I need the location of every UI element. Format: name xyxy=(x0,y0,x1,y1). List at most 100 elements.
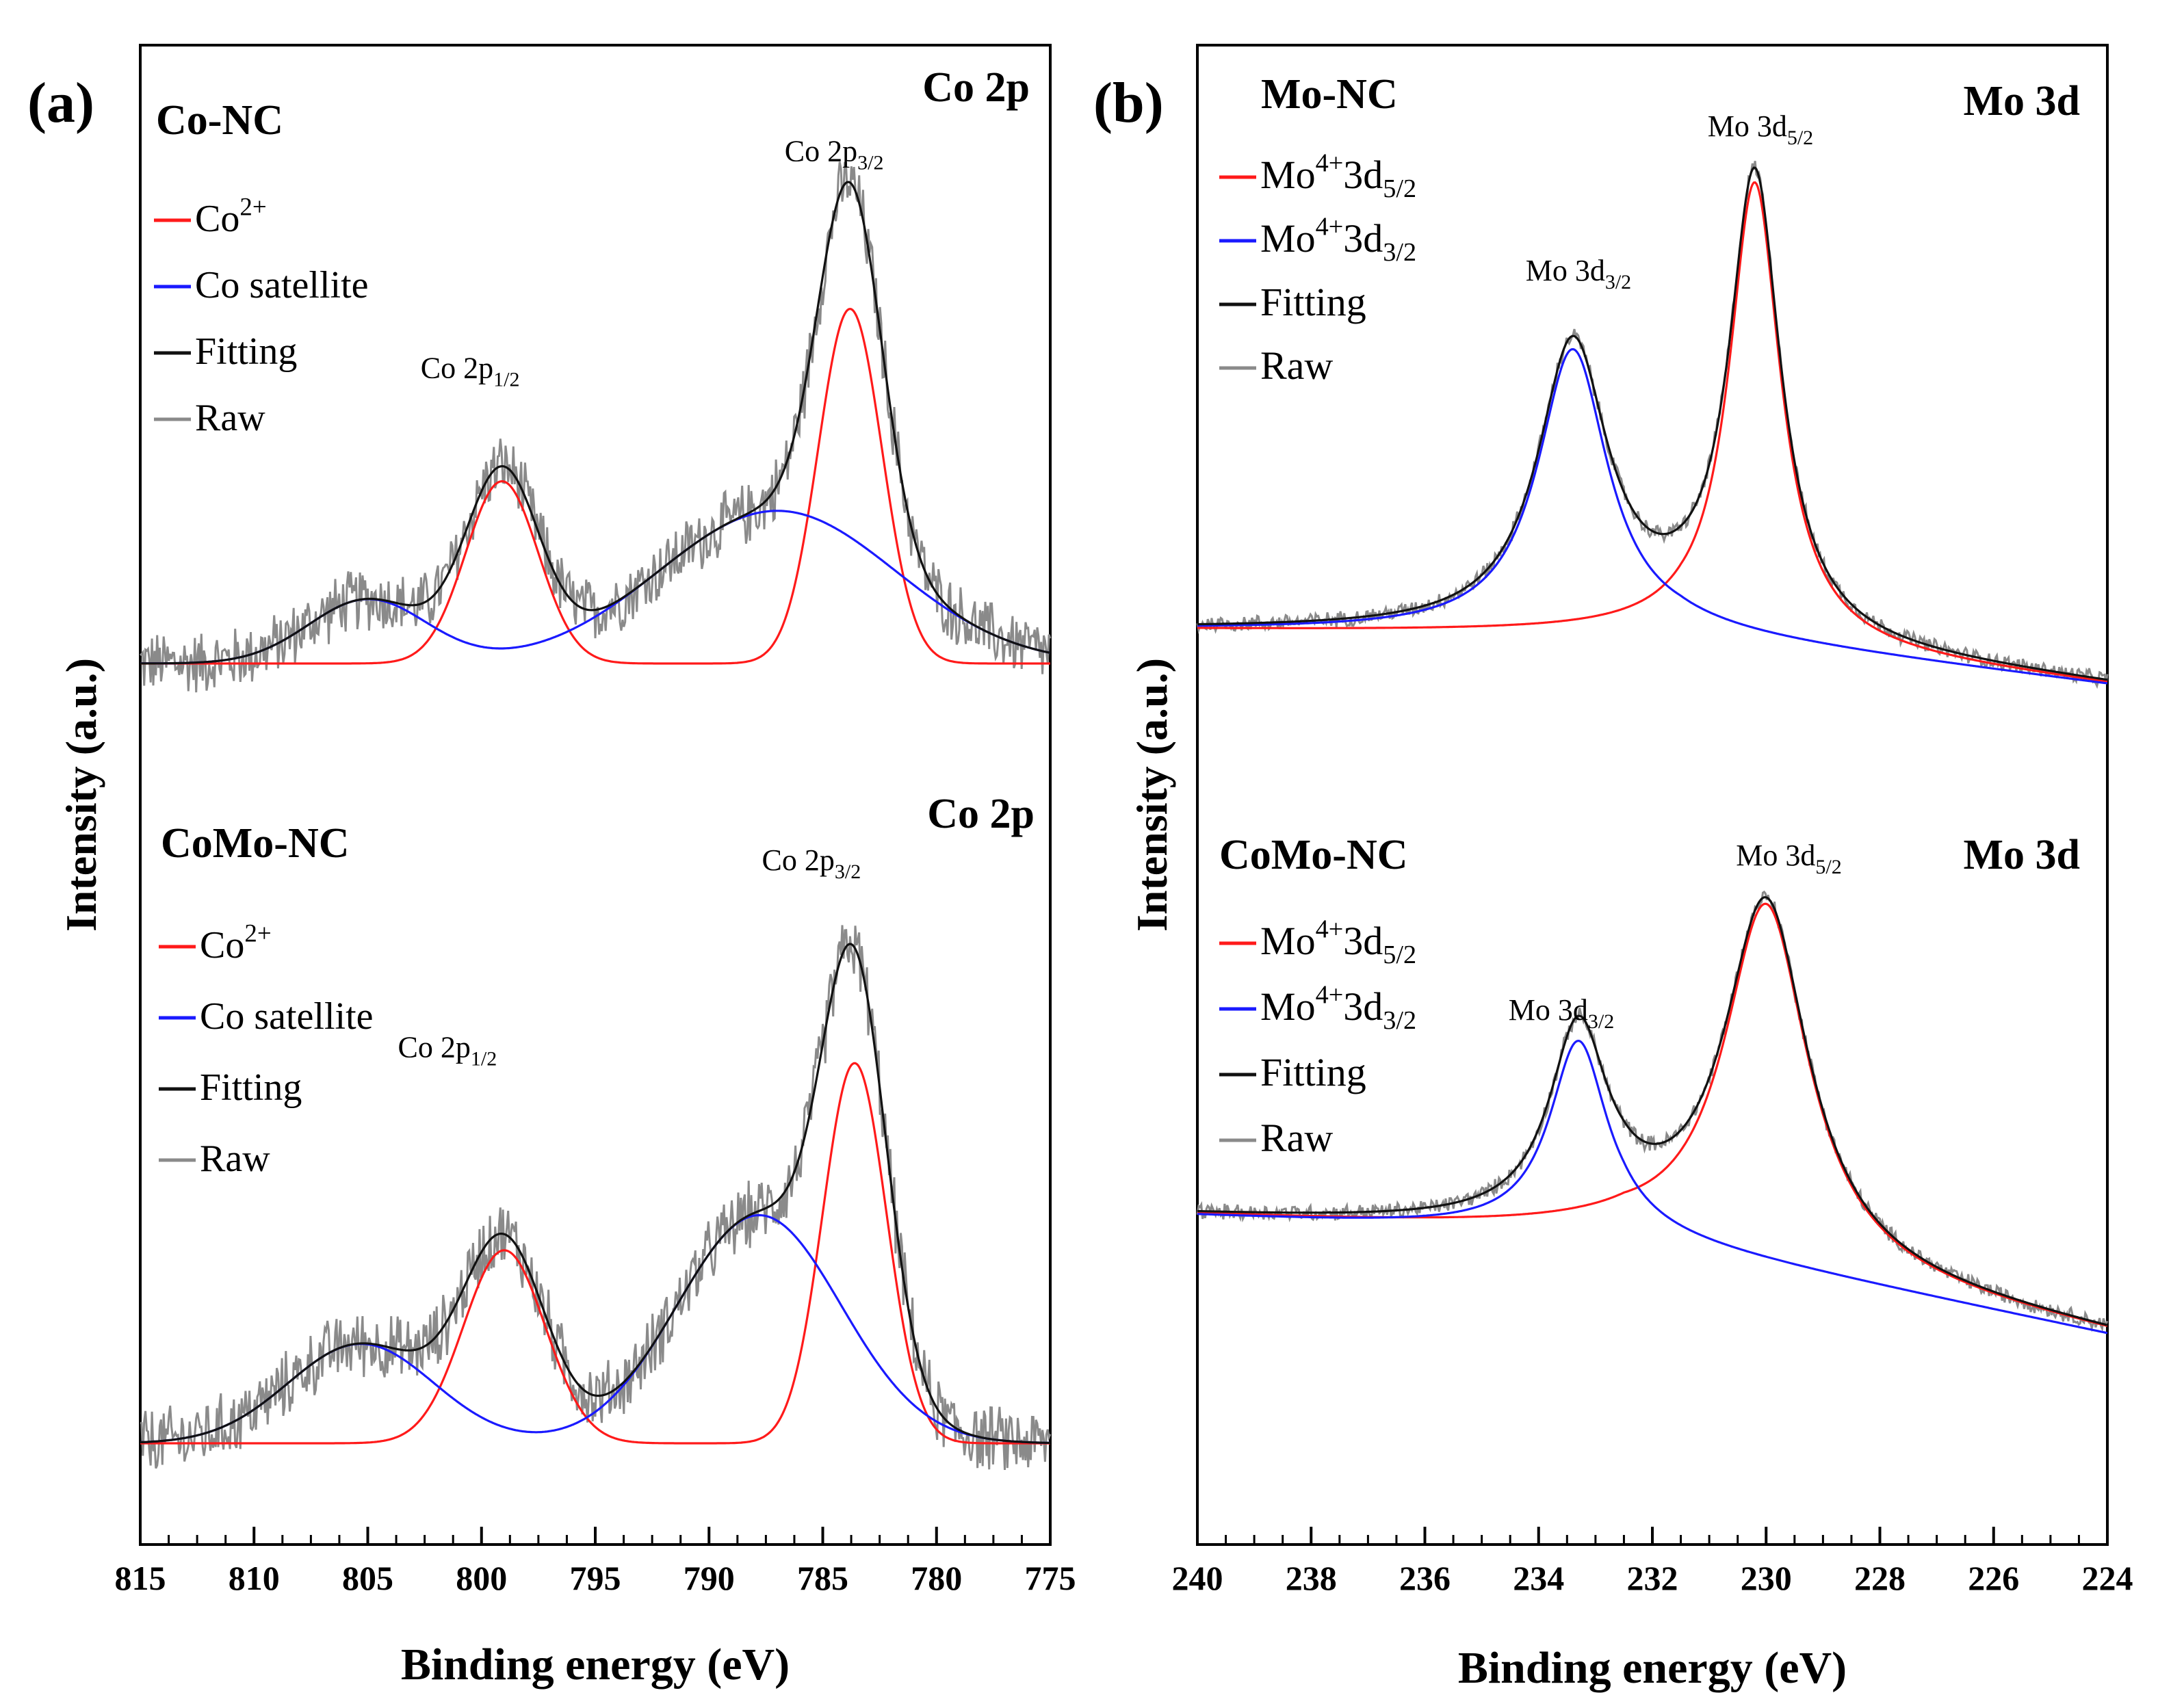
legend-entry: Raw xyxy=(195,397,265,439)
panel-b-x-axis: 240 238 236 234 232 230 228 226 224 xyxy=(1172,1527,2133,1597)
plot-area: Co 2p3/2Co 2p1/2 xyxy=(139,135,1052,693)
series-raw xyxy=(1196,161,2109,689)
region-label: Mo 3d xyxy=(1964,78,2081,124)
subplot-co-nc: Co-NC Co 2p Co2+ Co satellite Fitting Raw C… xyxy=(139,64,1052,693)
series-primary-component xyxy=(1197,902,2108,1327)
x-tick-label: 775 xyxy=(1025,1559,1076,1597)
legend-sub: 5/2 xyxy=(1383,174,1416,203)
legend-text: Raw xyxy=(1260,343,1333,388)
series-fitting xyxy=(1197,166,2108,681)
legend-sup: 2+ xyxy=(239,192,266,220)
series-fitting xyxy=(140,943,1050,1444)
legend-text: Mo xyxy=(1260,216,1316,261)
region-label: Co 2p xyxy=(922,64,1030,111)
series-fitting xyxy=(1197,896,2108,1326)
series-primary-component xyxy=(1197,181,2108,683)
legend-sup: 4+ xyxy=(1316,149,1344,178)
x-tick-label: 228 xyxy=(1854,1559,1906,1597)
legend-tail: 3d xyxy=(1343,153,1383,197)
peak-label-sub: 3/2 xyxy=(1588,1010,1614,1033)
panel-label-a: (a) xyxy=(27,71,94,135)
panel-a-x-axis: 815 810 805 800 795 790 785 780 775 xyxy=(115,1527,1076,1597)
sample-label: Co-NC xyxy=(156,97,283,144)
legend-tail: 3d xyxy=(1343,919,1383,963)
peak-label: Mo 3d5/2 xyxy=(1736,839,1841,878)
panel-a: (a) Intensity (a.u.) Binding energy (eV)… xyxy=(27,44,1076,1690)
subplot-como-nc-mo: CoMo-NC Mo 3d Mo4+3d5/2Mo4+3d3/2FittingR… xyxy=(1196,832,2109,1335)
legend-text: Raw xyxy=(1260,1116,1333,1160)
region-label: Co 2p xyxy=(927,791,1035,837)
legend-sup: 4+ xyxy=(1316,981,1344,1010)
series-raw xyxy=(139,161,1052,693)
legend-entry: Fitting xyxy=(200,1066,302,1109)
peak-label-sub: 3/2 xyxy=(835,860,861,883)
legend-text: Fitting xyxy=(1260,1050,1366,1094)
x-tick-label: 230 xyxy=(1741,1559,1792,1597)
x-tick-label: 232 xyxy=(1627,1559,1678,1597)
peak-label-base: Mo 3d xyxy=(1509,993,1588,1027)
legend-text: Co satellite xyxy=(200,995,374,1038)
panel-b-frame xyxy=(1196,44,2109,1546)
sample-label: Mo-NC xyxy=(1261,71,1398,118)
legend-entry: Raw xyxy=(200,1138,270,1180)
x-tick-label: 790 xyxy=(684,1559,735,1597)
peak-label-base: Co 2p xyxy=(421,351,493,384)
legend-text: Fitting xyxy=(200,1066,302,1109)
x-tick-label: 240 xyxy=(1172,1559,1223,1597)
panel-a-ylabel: Intensity (a.u.) xyxy=(57,658,105,932)
legend-entry: Mo4+3d3/2 xyxy=(1260,981,1416,1035)
legend-sup: 4+ xyxy=(1316,915,1344,944)
sample-label: CoMo-NC xyxy=(161,820,350,867)
x-tick-label: 238 xyxy=(1286,1559,1337,1597)
legend-entry: Mo4+3d3/2 xyxy=(1260,213,1416,267)
peak-label-sub: 1/2 xyxy=(493,368,519,391)
panel-b: (b) Intensity (a.u.) Binding energy (eV)… xyxy=(1093,44,2133,1693)
panel-b-xlabel: Binding energy (eV) xyxy=(1458,1643,1847,1693)
legend-entry: Fitting xyxy=(1260,280,1366,324)
peak-label-base: Co 2p xyxy=(762,843,835,877)
peak-label-base: Co 2p xyxy=(785,135,857,168)
series-secondary-component xyxy=(1197,1039,2108,1335)
series-secondary-component xyxy=(1197,347,2108,685)
legend-text: Co satellite xyxy=(195,264,369,306)
panel-a-xlabel: Binding energy (eV) xyxy=(401,1640,790,1690)
legend-entry: Co satellite xyxy=(195,264,369,306)
plot-area: Co 2p3/2 Co 2p1/2 xyxy=(140,843,1052,1470)
peak-label-base: Mo 3d xyxy=(1708,109,1787,143)
legend-entry: Co2+ xyxy=(200,919,272,967)
legend-entry: Fitting xyxy=(1260,1050,1366,1094)
peak-label: Co 2p1/2 xyxy=(398,1031,497,1070)
peak-label-sub: 5/2 xyxy=(1815,856,1841,878)
x-tick-label: 785 xyxy=(797,1559,848,1597)
peak-label-sub: 3/2 xyxy=(857,152,883,174)
x-tick-label: 224 xyxy=(2082,1559,2133,1597)
region-label: Mo 3d xyxy=(1964,832,2081,878)
x-tick-label: 795 xyxy=(570,1559,621,1597)
legend: Co2+ Co satellite Fitting Raw xyxy=(154,192,369,439)
series-primary-component xyxy=(140,1062,1050,1445)
legend-text: Fitting xyxy=(1260,280,1366,324)
legend-text: Raw xyxy=(200,1138,270,1180)
series-raw xyxy=(140,925,1052,1470)
legend-text: Fitting xyxy=(195,330,297,373)
legend-text: Mo xyxy=(1260,919,1316,963)
legend-text: Mo xyxy=(1260,153,1316,197)
series-fitting xyxy=(140,181,1051,665)
legend-sup: 4+ xyxy=(1316,213,1344,241)
x-tick-label: 805 xyxy=(342,1559,393,1597)
legend-sub: 5/2 xyxy=(1383,941,1416,969)
x-tick-label: 234 xyxy=(1513,1559,1564,1597)
x-tick-label: 780 xyxy=(911,1559,962,1597)
peak-label: Mo 3d5/2 xyxy=(1708,109,1813,149)
legend-entry: Raw xyxy=(1260,343,1333,388)
peak-label: Mo 3d3/2 xyxy=(1526,254,1631,293)
peak-label: Co 2p3/2 xyxy=(785,135,884,174)
sample-label: CoMo-NC xyxy=(1219,832,1408,878)
legend-text: Co xyxy=(195,198,239,240)
x-tick-label: 236 xyxy=(1399,1559,1451,1597)
plot-area: Mo 3d5/2Mo 3d3/2 xyxy=(1196,839,2109,1335)
legend-entry: Co2+ xyxy=(195,192,267,240)
peak-label-base: Mo 3d xyxy=(1526,254,1605,287)
